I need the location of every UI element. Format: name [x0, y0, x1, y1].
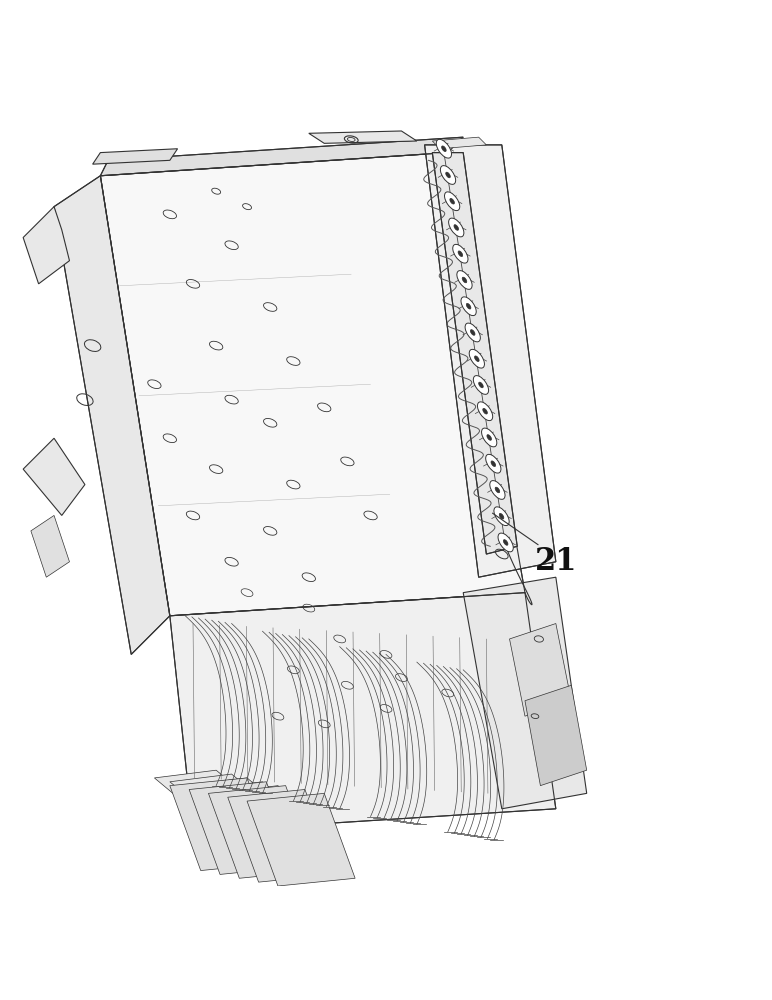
Ellipse shape — [473, 376, 489, 394]
Polygon shape — [425, 145, 556, 577]
Ellipse shape — [442, 146, 446, 152]
Ellipse shape — [462, 277, 467, 283]
Polygon shape — [463, 577, 587, 809]
Ellipse shape — [465, 323, 480, 342]
Polygon shape — [510, 624, 571, 716]
Polygon shape — [154, 770, 262, 817]
Ellipse shape — [436, 139, 452, 158]
Polygon shape — [208, 786, 317, 878]
Polygon shape — [170, 774, 278, 820]
Ellipse shape — [440, 166, 455, 184]
Ellipse shape — [469, 349, 485, 368]
Polygon shape — [247, 793, 355, 886]
Polygon shape — [228, 790, 336, 882]
Ellipse shape — [495, 487, 499, 493]
Ellipse shape — [452, 244, 468, 263]
Ellipse shape — [494, 507, 510, 526]
Polygon shape — [100, 153, 525, 616]
Ellipse shape — [487, 435, 492, 440]
Ellipse shape — [445, 192, 460, 211]
Ellipse shape — [475, 356, 479, 362]
Text: 21: 21 — [535, 546, 577, 577]
Polygon shape — [216, 786, 324, 832]
Polygon shape — [309, 131, 417, 143]
Polygon shape — [201, 782, 309, 828]
Ellipse shape — [454, 225, 459, 230]
Ellipse shape — [503, 540, 508, 545]
Ellipse shape — [449, 218, 464, 237]
Ellipse shape — [470, 330, 475, 335]
Polygon shape — [189, 782, 297, 874]
Ellipse shape — [482, 408, 487, 414]
Ellipse shape — [477, 402, 493, 421]
Polygon shape — [23, 438, 85, 515]
Ellipse shape — [466, 303, 471, 309]
Polygon shape — [23, 207, 69, 284]
Ellipse shape — [499, 513, 504, 519]
Polygon shape — [93, 149, 178, 164]
Polygon shape — [432, 137, 486, 149]
Ellipse shape — [461, 297, 476, 316]
Ellipse shape — [445, 172, 450, 178]
Polygon shape — [170, 593, 556, 832]
Ellipse shape — [482, 428, 497, 447]
Ellipse shape — [498, 533, 513, 552]
Ellipse shape — [458, 251, 462, 257]
Polygon shape — [54, 176, 170, 654]
Ellipse shape — [450, 198, 455, 204]
Polygon shape — [170, 778, 278, 871]
Polygon shape — [31, 515, 69, 577]
Ellipse shape — [489, 481, 505, 499]
Ellipse shape — [479, 382, 483, 388]
Ellipse shape — [457, 271, 472, 289]
Polygon shape — [525, 685, 587, 786]
Ellipse shape — [491, 461, 496, 467]
Polygon shape — [100, 137, 463, 176]
Polygon shape — [432, 153, 517, 554]
Ellipse shape — [486, 454, 501, 473]
Polygon shape — [185, 778, 293, 824]
